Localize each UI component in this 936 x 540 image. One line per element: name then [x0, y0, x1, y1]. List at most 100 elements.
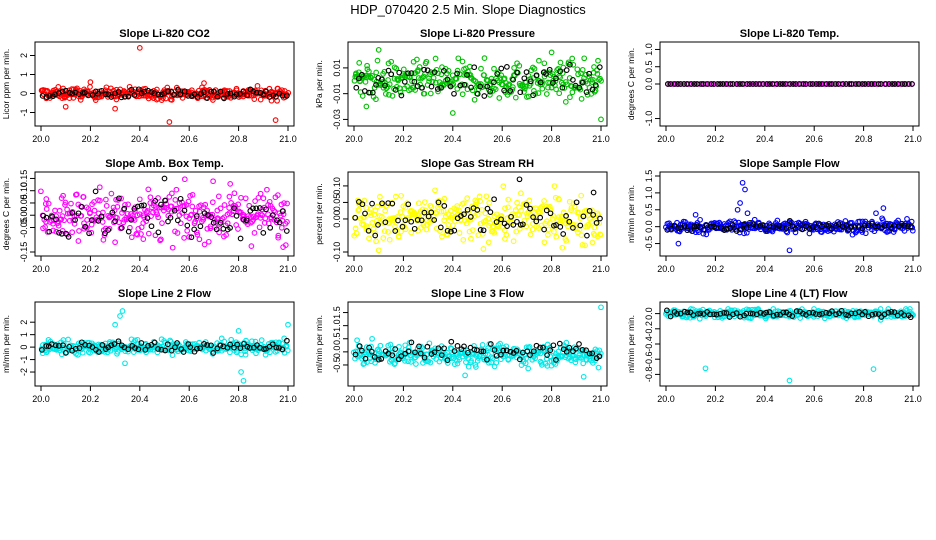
data-point — [504, 223, 510, 229]
data-point — [359, 347, 365, 354]
x-tick-label: 20.4 — [756, 134, 774, 144]
data-point — [592, 82, 599, 88]
data-point — [780, 309, 787, 316]
data-point — [812, 311, 819, 317]
data-point — [408, 359, 414, 365]
data-point — [870, 366, 877, 372]
data-point — [284, 200, 290, 207]
data-point — [557, 224, 564, 230]
data-point — [354, 337, 360, 344]
data-point — [541, 239, 548, 246]
data-point — [491, 65, 497, 72]
data-point — [454, 343, 461, 349]
x-tick-label: 20.8 — [855, 134, 873, 144]
data-point — [114, 203, 121, 210]
data-point — [507, 87, 514, 94]
data-point — [451, 227, 458, 234]
data-point — [189, 191, 196, 198]
data-point — [598, 116, 604, 123]
data-point — [807, 81, 813, 87]
data-point — [465, 349, 471, 356]
data-point — [553, 357, 559, 363]
data-point — [240, 88, 247, 95]
data-point — [145, 230, 152, 237]
data-point — [217, 342, 224, 349]
data-point — [471, 213, 478, 219]
data-point — [273, 93, 279, 100]
x-tick-label: 20.4 — [444, 264, 462, 274]
data-point — [185, 198, 192, 205]
data-point — [829, 81, 835, 87]
data-point — [79, 349, 86, 356]
x-tick-label: 20.6 — [180, 264, 198, 274]
x-tick-label: 20.4 — [444, 394, 462, 404]
data-point — [541, 198, 547, 204]
panel-title: Slope Li-820 CO2 — [119, 28, 209, 40]
y-tick-label: 0.10 — [19, 182, 29, 200]
data-point — [590, 212, 597, 218]
data-point — [487, 341, 494, 347]
data-point — [188, 87, 195, 94]
data-point — [596, 64, 603, 70]
data-point — [369, 219, 376, 226]
data-point — [739, 179, 746, 186]
data-point — [508, 213, 514, 220]
data-point — [478, 65, 484, 72]
data-point — [432, 79, 439, 86]
data-point — [370, 225, 377, 232]
data-point — [511, 65, 517, 71]
data-point — [432, 187, 438, 194]
data-point — [363, 103, 370, 110]
data-point — [431, 349, 438, 356]
data-point — [684, 309, 691, 316]
data-point — [66, 90, 73, 96]
data-point — [543, 91, 550, 97]
data-point — [209, 199, 216, 206]
data-point — [462, 372, 468, 379]
data-point — [431, 217, 438, 223]
data-point — [559, 84, 566, 91]
data-point — [750, 81, 756, 87]
data-point — [135, 346, 142, 353]
data-point — [570, 77, 576, 83]
data-point — [806, 225, 813, 232]
data-point — [589, 239, 596, 246]
data-point — [461, 81, 468, 88]
data-point — [692, 211, 699, 218]
x-tick-label: 21.0 — [279, 264, 297, 274]
y-axis-label: degrees C per min. — [626, 48, 636, 120]
data-point — [369, 335, 375, 342]
data-point — [764, 81, 770, 87]
series-subset — [352, 176, 603, 239]
data-point — [484, 83, 491, 90]
data-point — [469, 227, 476, 233]
data-point — [131, 92, 138, 98]
data-point — [545, 84, 551, 91]
data-point — [169, 244, 176, 251]
data-point — [563, 67, 570, 73]
data-point — [441, 345, 447, 352]
data-point — [570, 225, 576, 231]
data-point — [72, 217, 78, 223]
series-all — [663, 306, 916, 384]
data-point — [539, 85, 546, 92]
data-point — [539, 362, 545, 368]
data-point — [828, 226, 835, 232]
data-point — [895, 81, 902, 87]
data-point — [688, 306, 694, 312]
data-point — [882, 81, 889, 87]
data-point — [575, 71, 581, 78]
data-point — [424, 343, 431, 350]
data-point — [168, 89, 175, 95]
data-point — [877, 317, 884, 323]
data-point — [584, 232, 590, 239]
data-point — [421, 199, 428, 205]
data-point — [122, 360, 128, 367]
data-point — [277, 212, 284, 219]
data-point — [586, 70, 592, 77]
data-point — [468, 84, 474, 91]
data-point — [352, 225, 359, 232]
data-point — [76, 345, 83, 351]
x-tick-label: 20.0 — [32, 134, 50, 144]
